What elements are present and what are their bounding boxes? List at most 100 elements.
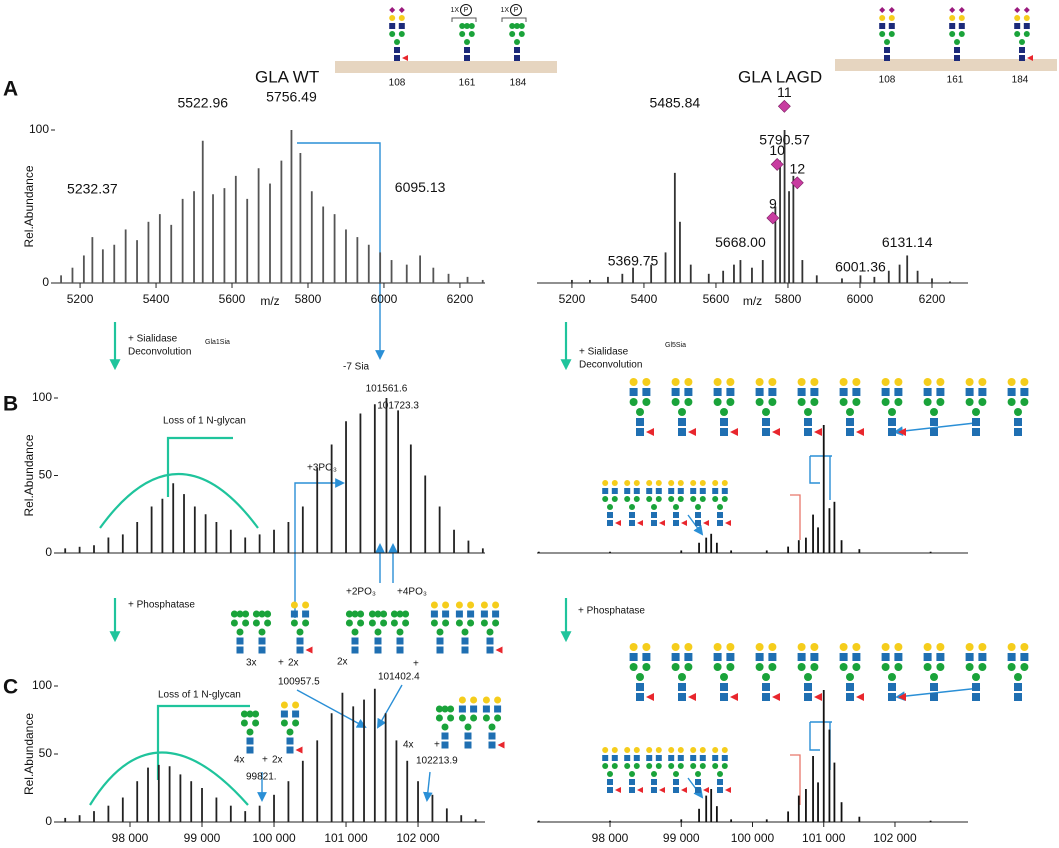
glycan-symbol	[930, 683, 938, 691]
glycan-symbol	[768, 653, 777, 661]
glycan-symbol	[717, 520, 723, 526]
glycan-symbol	[673, 771, 679, 777]
x-axis-label: m/z	[260, 294, 279, 308]
glycan-symbol	[720, 428, 728, 436]
glycan-symbol	[629, 378, 638, 386]
glycan-symbol	[712, 480, 719, 486]
glycan-symbol	[394, 39, 400, 45]
glycan-symbol	[695, 779, 701, 785]
glycan-symbol	[447, 714, 455, 722]
arrow	[422, 771, 433, 802]
glycan-symbol	[972, 683, 980, 691]
glycan-symbol	[246, 746, 254, 754]
bracket	[156, 704, 250, 780]
glycan-symbol	[636, 418, 644, 426]
glycan-symbol	[1007, 388, 1016, 396]
x-tick-label: 6200	[919, 292, 946, 306]
glycan-symbol	[655, 763, 662, 769]
glycan-symbol	[856, 693, 864, 701]
glycoform-mass: 102213.9	[416, 756, 458, 767]
glycan-symbol	[894, 653, 903, 661]
glycan-symbol	[461, 628, 469, 636]
glycan-symbol	[768, 398, 777, 406]
glycan-symbol	[380, 610, 388, 618]
glycan-symbol	[684, 398, 693, 406]
sialic-acid-marker	[790, 176, 804, 190]
glycan-symbol	[954, 39, 960, 45]
glycan-symbol	[464, 723, 472, 731]
glycan-symbol	[949, 23, 956, 29]
glycan-symbol	[720, 418, 728, 426]
glycan-symbol	[633, 747, 640, 753]
glycan-symbol	[292, 710, 300, 718]
glycan-symbol	[690, 763, 697, 769]
glycan-symbol	[839, 643, 848, 651]
sample-tag: Gla1Sia	[205, 339, 230, 346]
glycan-symbol	[721, 496, 728, 502]
glycan-symbol	[671, 398, 680, 406]
x-tick-label: 98 000	[592, 831, 629, 845]
glycan-symbol	[797, 388, 806, 396]
glycan-symbol	[725, 520, 731, 526]
glycan-symbol	[695, 504, 701, 510]
phospho-symbol: P	[514, 7, 519, 14]
glycan-symbol	[402, 55, 408, 61]
glycan-symbol	[881, 378, 890, 386]
sialic-acid-marker	[777, 99, 791, 113]
glycan-symbol	[1019, 55, 1025, 61]
step-label: -7 Sia	[343, 362, 370, 373]
glycan-symbol	[762, 418, 770, 426]
glycan-symbol	[810, 643, 819, 651]
glycan-symbol	[668, 747, 675, 753]
glycan-symbol	[246, 728, 254, 736]
glycan-symbol	[642, 663, 651, 671]
glycan-symbol	[804, 673, 812, 681]
y-axis-label: Rel.Abundance	[22, 434, 36, 516]
glycan-symbol	[923, 643, 932, 651]
glycan-symbol	[467, 601, 475, 609]
y-axis-label: Rel.Abundance	[22, 713, 36, 795]
glycan-symbol	[949, 31, 956, 37]
glycan-symbol	[302, 610, 310, 618]
glycoform-plus: +	[413, 659, 419, 670]
glycan-symbol	[442, 601, 450, 609]
x-axis-label: m/z	[743, 294, 762, 308]
y-tick-label: 0	[42, 275, 49, 289]
glycan-symbol	[302, 601, 310, 609]
glycan-symbol	[690, 755, 697, 761]
glycan-symbol	[688, 693, 696, 701]
glycan-symbol	[642, 398, 651, 406]
peak-label: 5369.75	[608, 252, 659, 268]
glycan-symbol	[607, 771, 613, 777]
glycan-symbol	[678, 683, 686, 691]
glycan-symbol	[762, 683, 770, 691]
panel-label: A	[3, 78, 18, 101]
glycan-symbol	[768, 378, 777, 386]
glycan-symbol	[629, 388, 638, 396]
glycan-symbol	[1007, 653, 1016, 661]
glycan-symbol	[884, 39, 890, 45]
glycan-symbol	[455, 610, 463, 618]
glycan-symbol	[978, 663, 987, 671]
x-tick-label: 5200	[67, 292, 94, 306]
glycan-symbol	[726, 653, 735, 661]
glycan-symbol	[673, 504, 679, 510]
glycan-symbol	[252, 610, 260, 618]
site: 161	[947, 75, 964, 86]
glycan-symbol	[280, 710, 288, 718]
y-tick-label: 100	[29, 122, 49, 136]
glycan-symbol	[1020, 643, 1029, 651]
glycan-symbol	[655, 496, 662, 502]
glycan-symbol	[852, 398, 861, 406]
sample-tag: Gl5Sia	[665, 342, 686, 349]
glycan-symbol	[846, 408, 854, 416]
glycan-symbol	[459, 23, 466, 29]
glycan-symbol	[730, 693, 738, 701]
glycan-symbol	[374, 637, 382, 645]
glycan-symbol	[671, 643, 680, 651]
glycan-symbol	[678, 408, 686, 416]
glycan-symbol	[633, 496, 640, 502]
glycan-symbol	[762, 673, 770, 681]
arrow	[297, 142, 385, 360]
